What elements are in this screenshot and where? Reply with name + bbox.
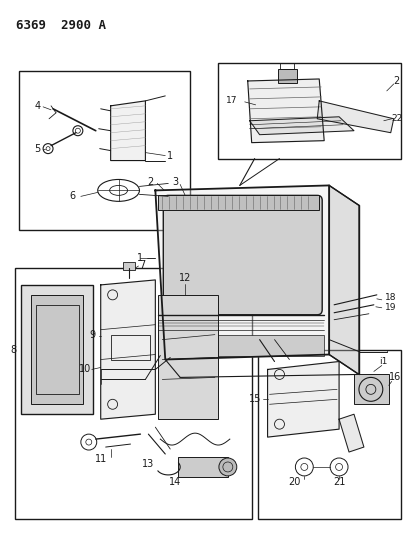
Polygon shape bbox=[267, 361, 338, 437]
Text: 19: 19 bbox=[384, 303, 396, 312]
Polygon shape bbox=[247, 79, 324, 143]
FancyBboxPatch shape bbox=[163, 196, 321, 315]
Text: i1: i1 bbox=[379, 357, 387, 366]
Text: 21: 21 bbox=[332, 477, 344, 487]
Text: 2: 2 bbox=[393, 76, 399, 86]
Text: 8: 8 bbox=[10, 344, 16, 354]
Text: 5: 5 bbox=[34, 143, 40, 154]
FancyBboxPatch shape bbox=[353, 375, 388, 404]
Polygon shape bbox=[101, 280, 155, 419]
FancyBboxPatch shape bbox=[21, 285, 92, 414]
FancyBboxPatch shape bbox=[178, 457, 227, 477]
Polygon shape bbox=[249, 117, 353, 135]
Text: 1: 1 bbox=[167, 151, 173, 160]
FancyBboxPatch shape bbox=[158, 335, 324, 356]
Text: 11: 11 bbox=[94, 454, 107, 464]
FancyBboxPatch shape bbox=[158, 196, 319, 211]
Text: 1: 1 bbox=[137, 253, 143, 263]
Polygon shape bbox=[110, 101, 145, 160]
Polygon shape bbox=[338, 414, 363, 452]
Polygon shape bbox=[328, 185, 358, 375]
Text: 10: 10 bbox=[79, 365, 90, 375]
Text: 6: 6 bbox=[70, 191, 76, 201]
Text: 9: 9 bbox=[90, 329, 96, 340]
Polygon shape bbox=[317, 101, 393, 133]
Text: 3: 3 bbox=[172, 177, 178, 188]
Text: 4: 4 bbox=[34, 101, 40, 111]
Text: 12: 12 bbox=[178, 273, 191, 283]
Text: 17: 17 bbox=[225, 96, 237, 106]
FancyBboxPatch shape bbox=[158, 295, 217, 419]
FancyBboxPatch shape bbox=[277, 69, 297, 83]
Text: 22: 22 bbox=[390, 114, 401, 123]
Text: 6369  2900 A: 6369 2900 A bbox=[16, 19, 106, 33]
Text: 20: 20 bbox=[288, 477, 300, 487]
Text: 16: 16 bbox=[388, 373, 400, 382]
Text: 2: 2 bbox=[147, 177, 153, 188]
Ellipse shape bbox=[218, 458, 236, 476]
Text: 7: 7 bbox=[139, 260, 145, 270]
Text: 14: 14 bbox=[169, 477, 181, 487]
Text: 13: 13 bbox=[142, 459, 154, 469]
FancyBboxPatch shape bbox=[31, 295, 83, 404]
Polygon shape bbox=[155, 185, 328, 360]
FancyBboxPatch shape bbox=[122, 262, 135, 270]
Text: 15: 15 bbox=[249, 394, 261, 405]
Text: 18: 18 bbox=[384, 293, 396, 302]
